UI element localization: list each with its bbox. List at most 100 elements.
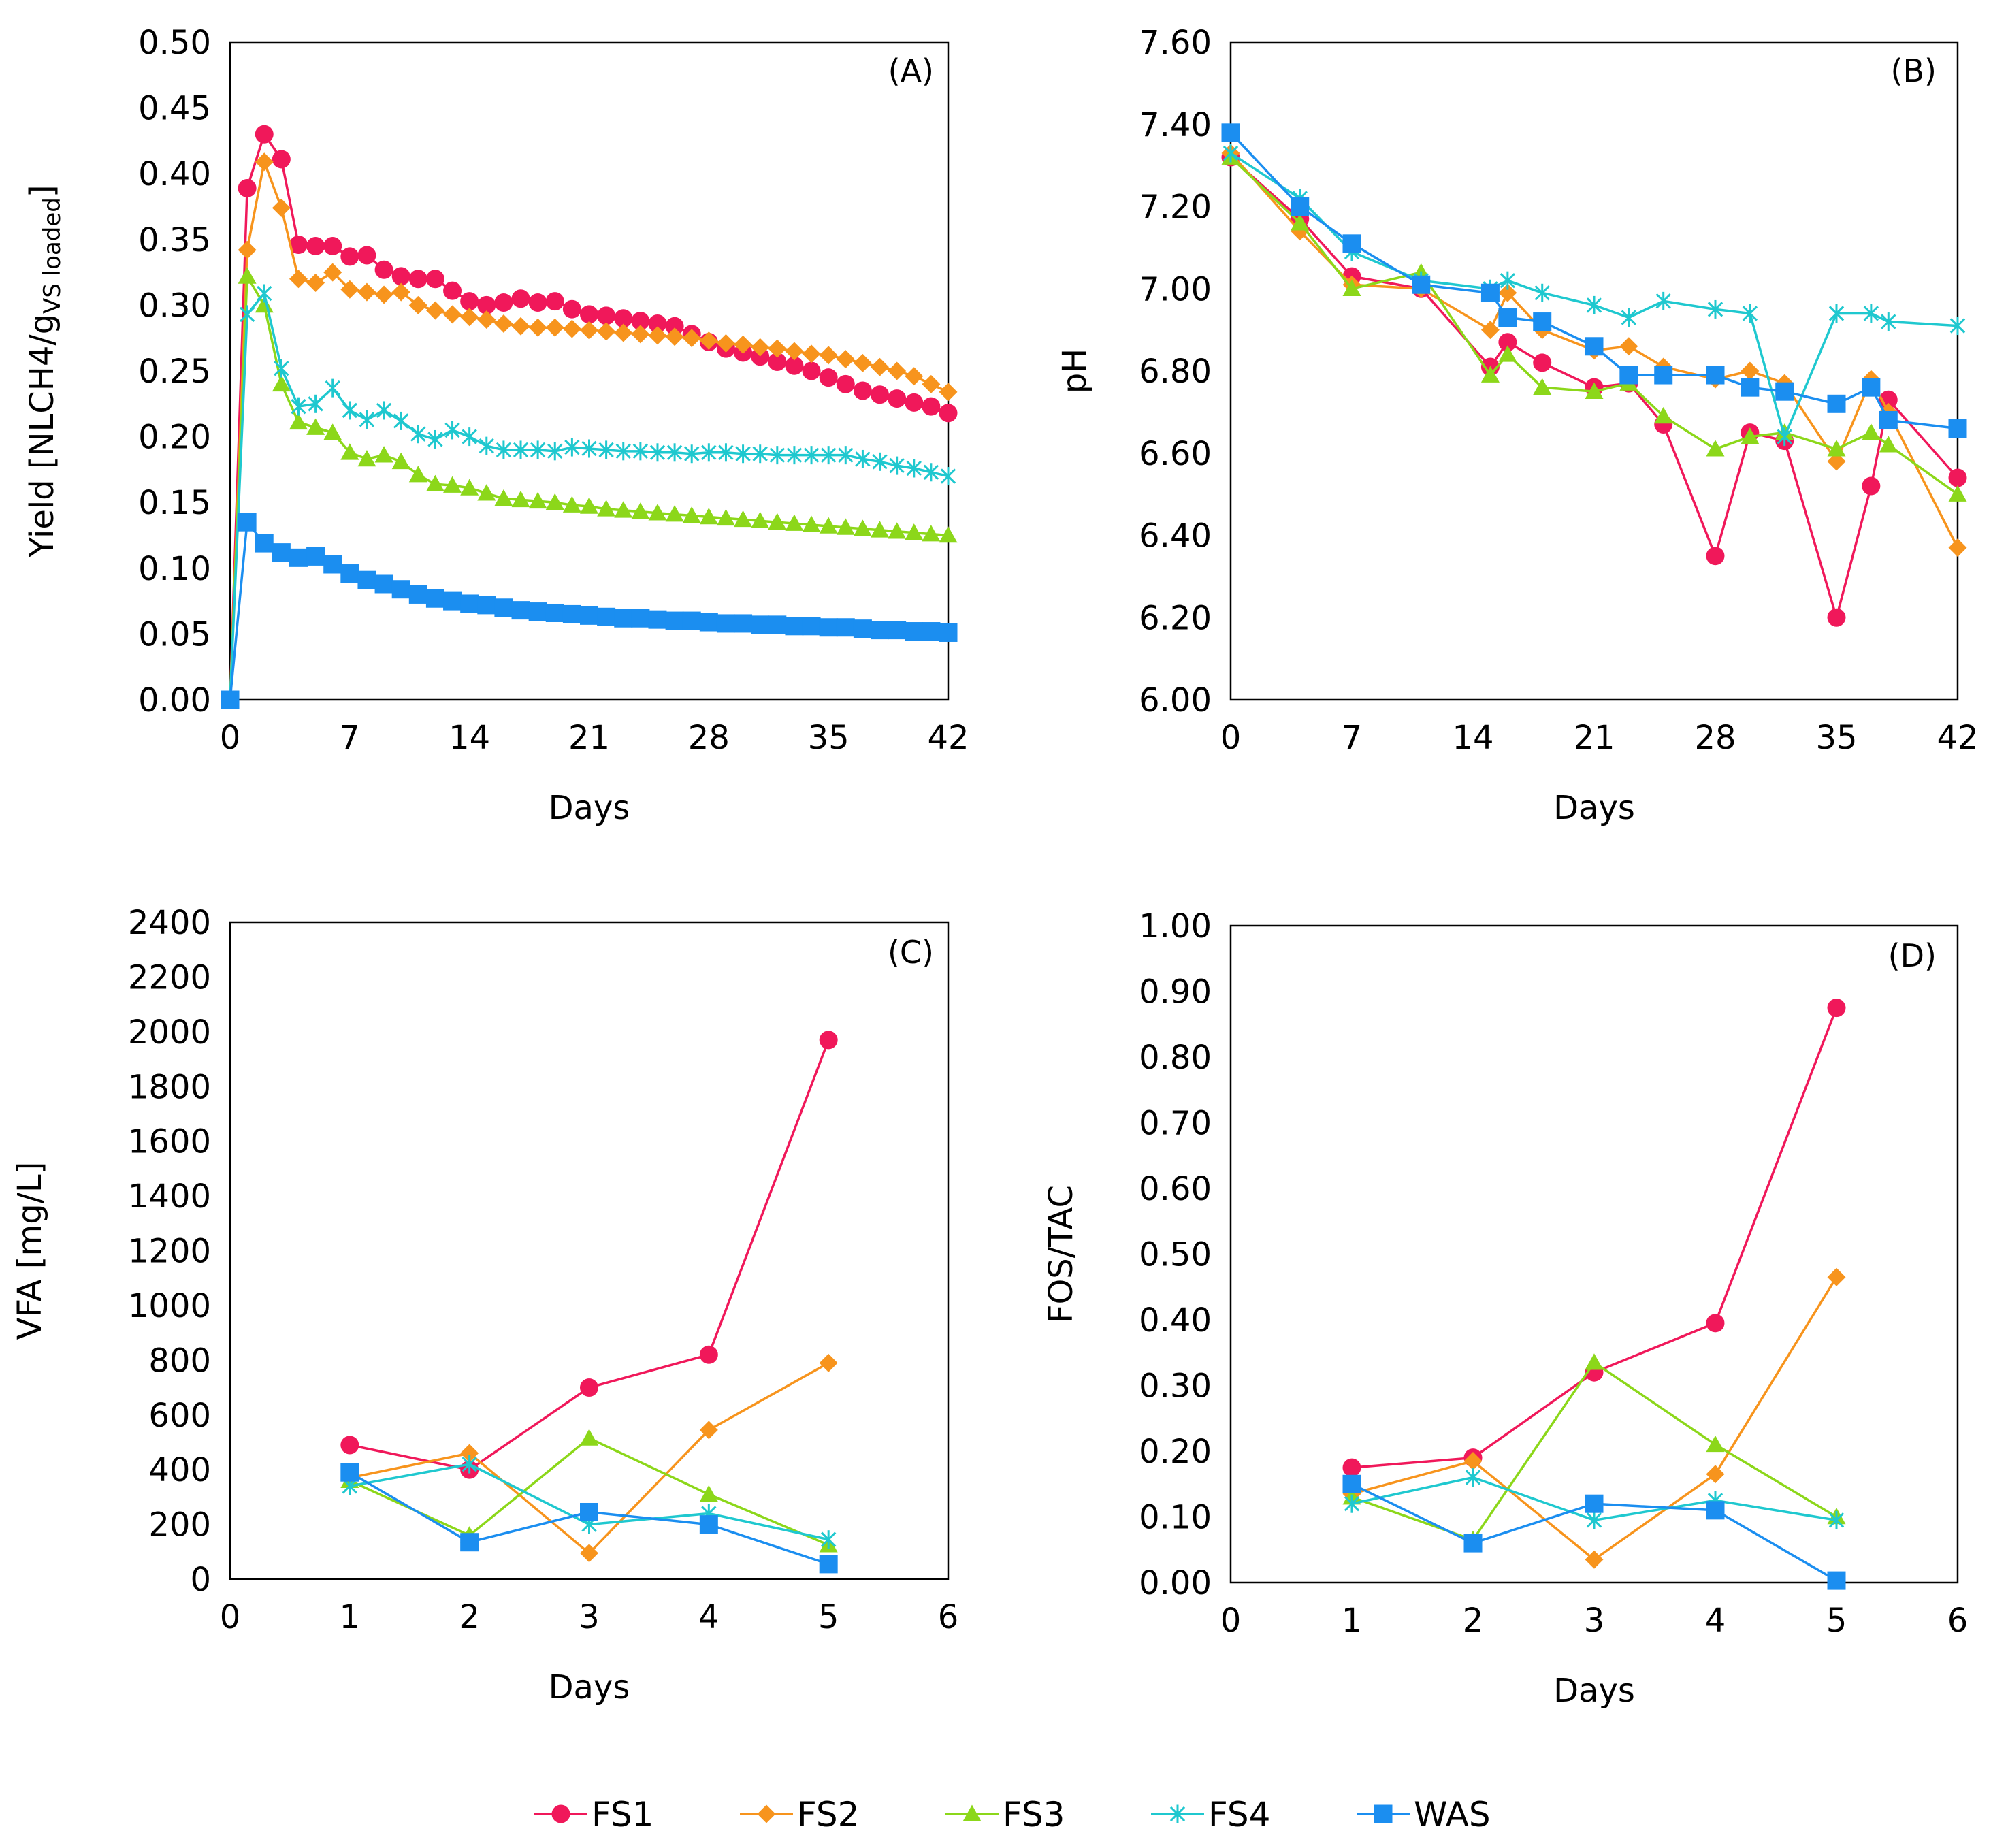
plot-area-frame xyxy=(1229,41,1959,701)
data-point-fs3 xyxy=(648,504,667,521)
data-point-was xyxy=(374,574,393,594)
data-point-fs3 xyxy=(1741,427,1760,444)
data-point-was xyxy=(1775,382,1794,401)
data-point-fs4 xyxy=(325,378,340,398)
x-tick-label: 0 xyxy=(220,1598,241,1636)
data-point-fs3 xyxy=(357,449,376,467)
data-point-fs2 xyxy=(1463,1451,1483,1470)
data-point-fs1 xyxy=(699,1345,718,1364)
series-was xyxy=(221,513,958,709)
data-point-fs3 xyxy=(1342,279,1361,297)
data-point-fs3 xyxy=(716,508,735,526)
y-tick-label: 0.70 xyxy=(1139,1105,1212,1143)
data-point-fs3 xyxy=(374,446,393,463)
legend-item-fs1: FS1 xyxy=(534,1795,653,1834)
data-point-was xyxy=(648,610,667,629)
data-point-fs2 xyxy=(460,308,479,327)
x-tick-label: 28 xyxy=(1694,719,1736,757)
data-point-fs4 xyxy=(1500,271,1516,290)
data-point-fs2 xyxy=(751,338,770,357)
data-point-fs4 xyxy=(1534,283,1550,302)
data-point-was xyxy=(1619,366,1638,385)
data-point-fs4 xyxy=(376,401,392,420)
data-point-fs1 xyxy=(323,236,342,255)
y-tick-label: 0.30 xyxy=(138,287,211,325)
legend-marker-fs3 xyxy=(962,1804,982,1821)
y-tick-label: 0.10 xyxy=(138,550,211,588)
data-point-fs2 xyxy=(1619,337,1638,356)
data-point-fs2 xyxy=(819,1353,838,1372)
data-point-was xyxy=(340,564,359,583)
x-tick-label: 0 xyxy=(1220,719,1242,757)
y-tick-label: 6.60 xyxy=(1139,435,1212,473)
data-point-fs2 xyxy=(1585,1550,1604,1569)
data-point-fs1 xyxy=(888,389,907,408)
y-tick-label: 1000 xyxy=(128,1287,211,1325)
data-point-fs1 xyxy=(768,352,787,371)
y-tick-label: 6.80 xyxy=(1139,353,1212,391)
data-point-fs4 xyxy=(752,444,768,464)
data-point-fs4 xyxy=(393,411,409,430)
x-tick-label: 42 xyxy=(927,719,969,757)
y-tick-label: 0.10 xyxy=(1139,1499,1212,1537)
x-tick-label: 1 xyxy=(340,1598,361,1636)
x-tick-label: 7 xyxy=(1342,719,1363,757)
data-point-fs4 xyxy=(1742,304,1758,323)
data-point-fs1 xyxy=(562,299,581,319)
data-point-was xyxy=(1342,1474,1361,1493)
data-point-fs3 xyxy=(1948,485,1967,502)
y-tick-label: 800 xyxy=(148,1342,211,1380)
y-tick-label: 0.25 xyxy=(138,353,211,391)
data-point-fs4 xyxy=(1863,304,1879,323)
data-point-fs2 xyxy=(614,323,633,342)
data-point-fs2 xyxy=(597,322,616,341)
data-point-fs4 xyxy=(547,442,563,461)
y-tick-label: 7.60 xyxy=(1139,24,1212,62)
series-fs4 xyxy=(1344,1468,1845,1529)
data-point-fs4 xyxy=(291,397,306,416)
x-tick-label: 14 xyxy=(449,719,490,757)
data-point-fs3 xyxy=(580,1429,598,1446)
data-point-fs1 xyxy=(631,312,650,331)
data-point-fs3 xyxy=(699,507,718,525)
data-point-fs4 xyxy=(1586,1510,1602,1529)
x-tick-label: 4 xyxy=(698,1598,719,1636)
data-point-was xyxy=(785,617,804,636)
data-point-fs2 xyxy=(768,339,787,358)
data-point-was xyxy=(1585,1494,1604,1513)
x-axis-label: Days xyxy=(1553,789,1635,827)
data-point-fs1 xyxy=(922,397,941,416)
x-tick-label: 0 xyxy=(220,719,241,757)
data-point-fs4 xyxy=(803,446,820,465)
data-point-was xyxy=(494,598,513,617)
x-tick-label: 21 xyxy=(568,719,610,757)
series-was xyxy=(1342,1474,1846,1590)
data-point-fs1 xyxy=(477,295,496,314)
data-point-fs4 xyxy=(598,440,614,459)
data-point-fs4 xyxy=(1828,1510,1845,1529)
data-point-was xyxy=(1480,283,1500,302)
x-tick-label: 7 xyxy=(340,719,361,757)
data-point-fs4 xyxy=(615,442,631,461)
data-point-fs2 xyxy=(374,285,393,304)
data-point-fs3 xyxy=(1879,436,1898,453)
data-point-fs3 xyxy=(699,1485,718,1502)
data-point-fs1 xyxy=(1706,1314,1725,1333)
data-point-fs2 xyxy=(665,327,684,346)
data-point-fs2 xyxy=(716,334,735,353)
data-point-fs4 xyxy=(649,443,666,462)
data-point-fs3 xyxy=(545,493,564,510)
legend-marker-fs1 xyxy=(551,1804,570,1823)
data-point-fs3 xyxy=(528,491,547,509)
data-point-fs3 xyxy=(614,501,633,518)
data-point-was xyxy=(238,513,257,532)
data-point-was xyxy=(922,622,941,641)
data-point-fs2 xyxy=(699,1421,718,1440)
data-point-fs1 xyxy=(511,289,530,308)
data-point-fs3 xyxy=(306,418,325,435)
data-point-fs2 xyxy=(888,361,907,380)
data-point-fs3 xyxy=(511,490,530,508)
data-point-fs4 xyxy=(820,446,837,465)
data-point-fs3 xyxy=(888,522,907,539)
